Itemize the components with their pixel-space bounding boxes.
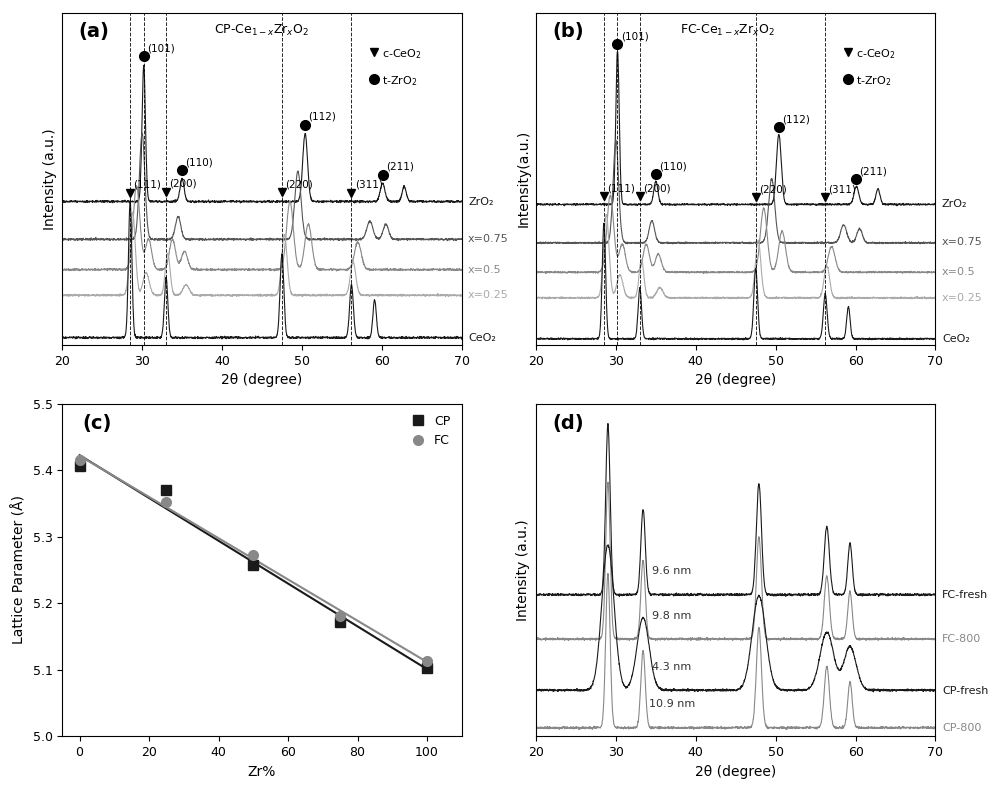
Text: (d): (d) [552,414,584,433]
Text: (112): (112) [782,115,810,124]
Text: c-CeO$_2$: c-CeO$_2$ [856,47,895,61]
Text: x=0.25: x=0.25 [468,290,509,300]
Text: FC-fresh: FC-fresh [942,590,988,600]
Text: CP-800: CP-800 [942,723,981,732]
X-axis label: 2θ (degree): 2θ (degree) [695,373,776,388]
Text: x=0.5: x=0.5 [942,267,976,278]
Text: ZrO₂: ZrO₂ [942,199,967,210]
Y-axis label: Lattice Parameter (Å): Lattice Parameter (Å) [12,495,27,645]
Text: (220): (220) [285,180,313,189]
Text: (211): (211) [860,166,887,176]
Text: x=0.25: x=0.25 [942,293,983,303]
Legend: CP, FC: CP, FC [400,410,455,452]
Text: (101): (101) [621,31,648,41]
Text: x=0.75: x=0.75 [942,237,983,248]
X-axis label: 2θ (degree): 2θ (degree) [221,373,303,388]
Text: 10.9 nm: 10.9 nm [649,699,695,710]
Text: CeO₂: CeO₂ [942,334,970,343]
X-axis label: 2θ (degree): 2θ (degree) [695,764,776,778]
Text: t-ZrO$_2$: t-ZrO$_2$ [856,74,891,88]
Text: (200): (200) [169,179,197,189]
Text: (a): (a) [78,22,109,41]
Y-axis label: Intensity (a.u.): Intensity (a.u.) [516,519,530,621]
Text: (b): (b) [552,22,584,41]
Y-axis label: Intensity (a.u.): Intensity (a.u.) [43,128,57,229]
Text: (111): (111) [607,184,635,194]
Text: c-CeO$_2$: c-CeO$_2$ [382,47,422,61]
Text: CeO₂: CeO₂ [468,332,496,343]
Text: x=0.75: x=0.75 [468,234,509,244]
Text: FC-Ce$_{1-x}$Zr$_x$O$_2$: FC-Ce$_{1-x}$Zr$_x$O$_2$ [680,22,775,38]
Y-axis label: Intensity(a.u.): Intensity(a.u.) [516,131,530,228]
Text: (311): (311) [355,180,383,190]
Text: ZrO₂: ZrO₂ [468,197,494,207]
Text: (101): (101) [147,44,175,53]
Text: 9.6 nm: 9.6 nm [652,566,691,576]
Text: t-ZrO$_2$: t-ZrO$_2$ [382,74,417,88]
Text: (200): (200) [643,184,671,194]
Text: (110): (110) [185,157,213,167]
Text: CP-Ce$_{1-x}$Zr$_x$O$_2$: CP-Ce$_{1-x}$Zr$_x$O$_2$ [214,22,309,38]
Text: (112): (112) [308,112,336,122]
Text: (c): (c) [82,414,112,433]
Text: (110): (110) [659,161,687,172]
Text: (211): (211) [386,161,414,172]
Text: CP-fresh: CP-fresh [942,686,988,696]
Text: (111): (111) [133,180,161,190]
Text: (311): (311) [828,184,856,194]
Text: FC-800: FC-800 [942,634,981,644]
X-axis label: Zr%: Zr% [248,764,276,778]
Text: (220): (220) [759,184,787,195]
Text: 9.8 nm: 9.8 nm [652,611,692,620]
Text: x=0.5: x=0.5 [468,265,502,274]
Text: 4.3 nm: 4.3 nm [652,662,691,672]
